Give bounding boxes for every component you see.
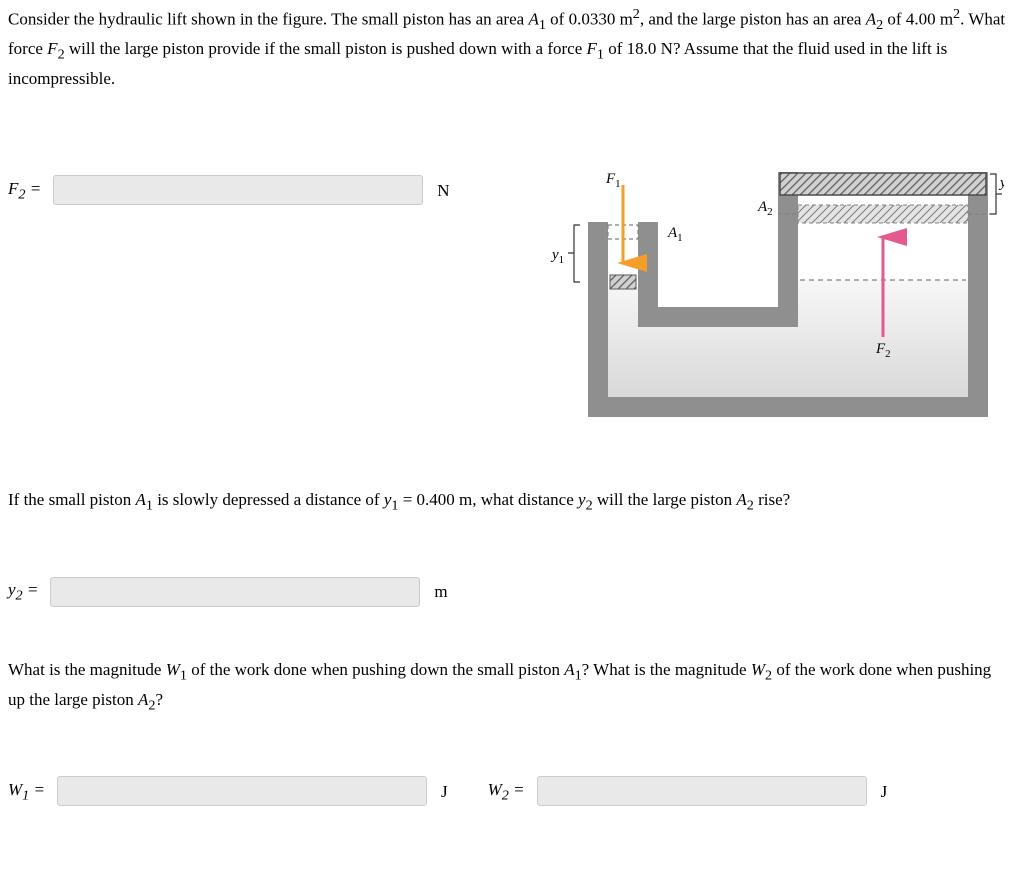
f2-input[interactable] bbox=[53, 175, 423, 205]
f2-label: F2 = bbox=[8, 176, 41, 206]
problem-paragraph-1: Consider the hydraulic lift shown in the… bbox=[8, 4, 1008, 91]
w2-label: W2 = bbox=[488, 777, 525, 807]
svg-text:y2: y2 bbox=[998, 175, 1004, 194]
problem-paragraph-2: If the small piston A1 is slowly depress… bbox=[8, 487, 1008, 517]
w2-input[interactable] bbox=[537, 776, 867, 806]
hydraulic-lift-diagram: F1 F2 A1 A2 y1 y2 bbox=[548, 167, 1004, 427]
w1-unit: J bbox=[441, 779, 448, 805]
svg-text:A2: A2 bbox=[757, 199, 773, 218]
svg-text:F1: F1 bbox=[605, 171, 621, 190]
w1-input[interactable] bbox=[57, 776, 427, 806]
y2-input[interactable] bbox=[50, 577, 420, 607]
y2-unit: m bbox=[434, 579, 447, 605]
f2-unit: N bbox=[437, 178, 449, 204]
svg-text:y1: y1 bbox=[550, 247, 564, 266]
w1-label: W1 = bbox=[8, 777, 45, 807]
w2-unit: J bbox=[881, 779, 888, 805]
problem-paragraph-3: What is the magnitude W1 of the work don… bbox=[8, 657, 1008, 716]
y2-label: y2 = bbox=[8, 577, 38, 607]
svg-text:A1: A1 bbox=[667, 225, 683, 244]
